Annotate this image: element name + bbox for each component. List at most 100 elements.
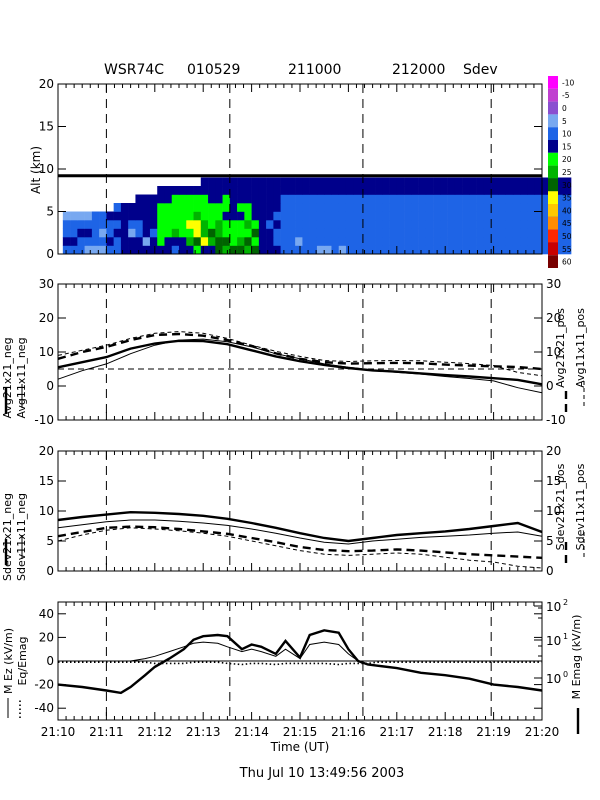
reflectivity-cell [491, 245, 499, 255]
reflectivity-cell [316, 237, 325, 246]
reflectivity-cell [418, 203, 427, 212]
reflectivity-cell [418, 177, 427, 187]
reflectivity-cell [309, 211, 318, 221]
sdev-ylabel-left-1: Sdev21x21_neg [1, 493, 14, 581]
reflectivity-cell [128, 211, 136, 221]
reflectivity-cell [447, 194, 456, 204]
reflectivity-cell [556, 220, 565, 229]
reflectivity-cell [476, 220, 485, 229]
reflectivity-cell [556, 203, 565, 212]
radar-ylabel: Alt (km) [29, 146, 43, 194]
reflectivity-cell [77, 220, 85, 229]
reflectivity-cell [411, 203, 419, 212]
reflectivity-cell [520, 177, 528, 187]
sdev-ytick-label-right: 0 [546, 564, 554, 578]
reflectivity-cell [258, 211, 267, 221]
efield-series-m-ez [58, 641, 542, 662]
reflectivity-cell [251, 245, 260, 255]
efield-ytick-label: -40 [34, 701, 54, 715]
reflectivity-cell [280, 228, 289, 238]
reflectivity-cell [208, 245, 216, 255]
colorbar-label: 10 [562, 130, 572, 139]
reflectivity-cell [316, 228, 325, 238]
reflectivity-cell [411, 245, 419, 255]
efield-log-tick-base: 10 [546, 672, 561, 686]
reflectivity-cell [396, 228, 405, 238]
reflectivity-cell [193, 211, 202, 221]
reflectivity-cell [258, 186, 267, 195]
reflectivity-cell [411, 237, 419, 246]
colorbar-swatch [548, 114, 558, 128]
efield-log-tick-exponent: 1 [563, 632, 568, 641]
reflectivity-cell [309, 220, 318, 229]
reflectivity-cell [171, 203, 180, 212]
reflectivity-cell [411, 220, 419, 229]
reflectivity-cell [106, 211, 114, 221]
reflectivity-cell [164, 245, 173, 255]
reflectivity-cell [208, 228, 216, 238]
reflectivity-cell [324, 228, 332, 238]
reflectivity-cell [563, 186, 572, 195]
reflectivity-cell [520, 194, 528, 204]
reflectivity-cell [396, 220, 405, 229]
reflectivity-cell [331, 237, 340, 246]
avg-frame [57, 283, 543, 421]
reflectivity-cell [200, 177, 209, 187]
reflectivity-cell [149, 211, 158, 221]
reflectivity-cell [447, 186, 456, 195]
reflectivity-cell [222, 228, 231, 238]
reflectivity-cell [563, 237, 572, 246]
reflectivity-cell [563, 211, 572, 221]
reflectivity-cell [258, 177, 267, 187]
reflectivity-cell [469, 245, 477, 255]
reflectivity-cell [534, 220, 543, 229]
reflectivity-cell [425, 186, 434, 195]
reflectivity-cell [200, 186, 209, 195]
reflectivity-cell [222, 211, 231, 221]
footer-timestamp: Thu Jul 10 13:49:56 2003 [239, 766, 405, 781]
reflectivity-cell [418, 220, 427, 229]
reflectivity-cell [309, 186, 318, 195]
reflectivity-cell [77, 245, 85, 255]
colorbar-swatch [548, 216, 558, 230]
efield-xlabel: Time (UT) [270, 740, 330, 754]
reflectivity-cell [273, 245, 281, 255]
reflectivity-cell [505, 237, 514, 246]
reflectivity-cell [440, 194, 448, 204]
reflectivity-cell [505, 177, 514, 187]
reflectivity-cell [222, 186, 231, 195]
reflectivity-cell [186, 237, 194, 246]
reflectivity-cell [280, 203, 289, 212]
reflectivity-cell [520, 237, 528, 246]
reflectivity-cell [338, 237, 347, 246]
reflectivity-cell [505, 211, 514, 221]
reflectivity-cell [171, 245, 180, 255]
reflectivity-cell [70, 237, 78, 246]
reflectivity-cell [367, 194, 376, 204]
reflectivity-cell [200, 211, 209, 221]
reflectivity-cell [527, 237, 536, 246]
reflectivity-cell [193, 186, 202, 195]
colorbar-label: 25 [562, 168, 572, 177]
efield-xtick-label: 21:20 [525, 725, 560, 739]
reflectivity-cell [77, 211, 85, 221]
reflectivity-cell [345, 211, 354, 221]
reflectivity-cell [244, 220, 252, 229]
reflectivity-cell [157, 211, 165, 221]
reflectivity-cell [62, 237, 71, 246]
reflectivity-cell [563, 203, 572, 212]
reflectivity-cell [534, 203, 543, 212]
reflectivity-cell [469, 237, 477, 246]
reflectivity-cell [520, 220, 528, 229]
reflectivity-cell [128, 220, 136, 229]
colorbar-label: 20 [562, 155, 572, 164]
reflectivity-cell [215, 186, 223, 195]
reflectivity-cell [425, 211, 434, 221]
reflectivity-cell [425, 228, 434, 238]
reflectivity-cell [483, 203, 492, 212]
reflectivity-cell [91, 228, 100, 238]
reflectivity-cell [331, 186, 340, 195]
reflectivity-cell [70, 220, 78, 229]
reflectivity-cell [382, 220, 390, 229]
reflectivity-cell [316, 177, 325, 187]
